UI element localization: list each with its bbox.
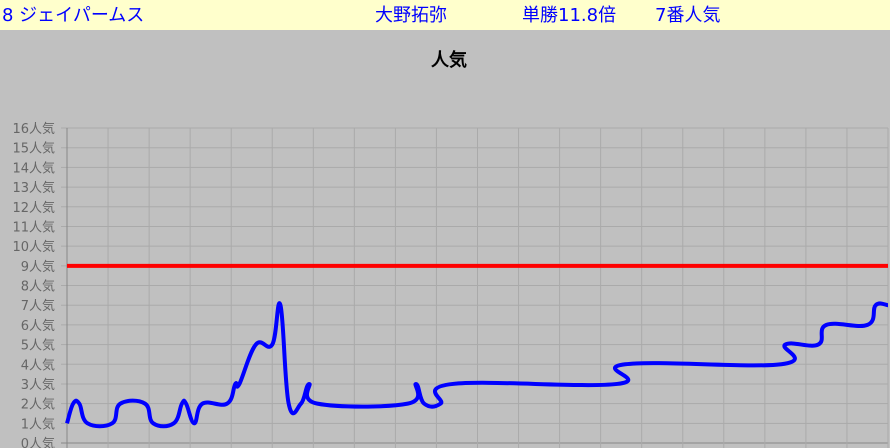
- win-odds: 単勝11.8倍: [522, 5, 617, 26]
- y-tick-label: 4人気: [21, 357, 55, 373]
- y-tick-label: 15人気: [12, 141, 55, 157]
- horse-name: 8 ジェイパームス: [2, 5, 145, 26]
- y-tick-label: 11人気: [12, 219, 55, 235]
- popularity-rank: 7番人気: [655, 5, 721, 26]
- popularity-line: [65, 301, 889, 429]
- y-tick-label: 2人気: [21, 397, 55, 413]
- y-tick-label: 7人気: [21, 298, 55, 314]
- y-tick-label: 8人気: [21, 279, 55, 295]
- y-tick-label: 3人気: [21, 377, 55, 393]
- chart-title: 人気: [431, 50, 467, 71]
- y-tick-label: 13人気: [12, 180, 55, 196]
- y-tick-label: 0人気: [21, 436, 55, 448]
- jockey-name: 大野拓弥: [375, 5, 447, 26]
- header-bar: 8 ジェイパームス 大野拓弥 単勝11.8倍 7番人気: [0, 0, 890, 30]
- y-tick-label: 1人気: [21, 416, 55, 432]
- y-tick-label: 10人気: [12, 239, 55, 255]
- y-tick-label: 9人気: [21, 259, 55, 275]
- y-tick-label: 14人気: [12, 160, 55, 176]
- y-tick-label: 12人気: [12, 200, 55, 216]
- y-tick-label: 5人気: [21, 338, 55, 354]
- y-tick-label: 16人気: [12, 121, 55, 137]
- y-tick-label: 6人気: [21, 318, 55, 334]
